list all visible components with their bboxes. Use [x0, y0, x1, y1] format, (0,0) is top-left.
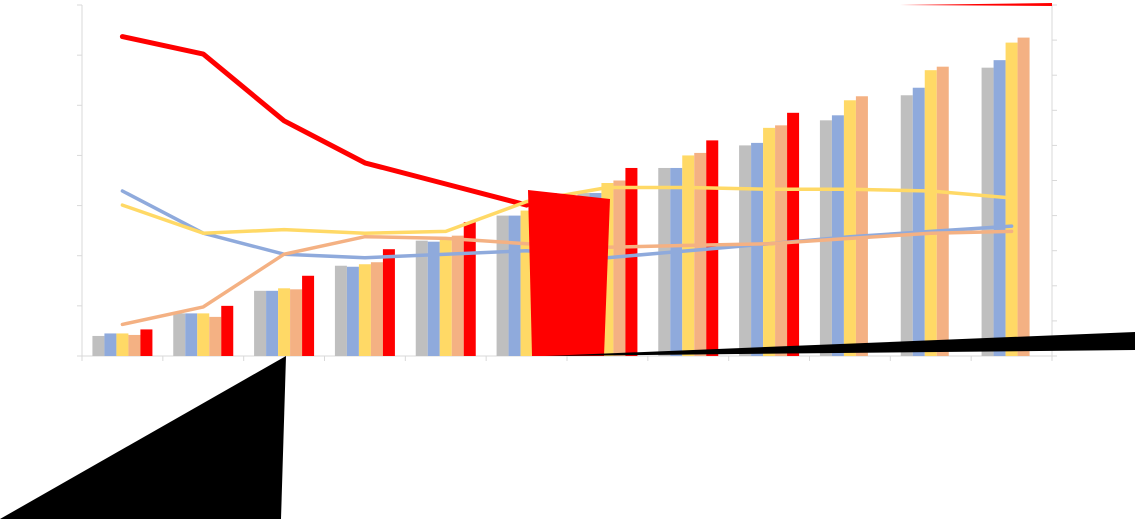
bar-mark	[370, 262, 383, 356]
red-hairline-top	[900, 3, 1052, 6]
bar-mark	[197, 313, 210, 356]
bar-mark	[775, 125, 788, 356]
bar-mark	[185, 313, 198, 356]
bar-mark	[254, 290, 267, 356]
series-line	[119, 34, 530, 208]
bar-mark	[682, 155, 695, 356]
bar-mark	[382, 249, 395, 356]
bar-mark	[221, 305, 234, 356]
bar-mark	[900, 95, 913, 356]
bar-mark	[670, 167, 683, 356]
black-wedge-right	[545, 332, 1135, 356]
bar-mark	[358, 264, 371, 356]
bar-mark	[173, 313, 186, 356]
bar-mark	[439, 238, 452, 356]
bar-mark	[508, 215, 521, 356]
overlay-shapes	[0, 3, 1135, 519]
bar-mark	[290, 289, 303, 356]
red-block-shape	[528, 190, 610, 356]
bar-mark	[924, 70, 937, 356]
bar-mark	[855, 96, 868, 356]
bar-mark	[116, 333, 129, 356]
bar-mark	[912, 87, 925, 356]
bar-mark	[266, 290, 279, 356]
bar-mark	[278, 288, 291, 356]
bar-mark	[128, 334, 141, 356]
bar-mark	[496, 215, 509, 356]
bar-mark	[658, 167, 671, 356]
bar-mark	[1017, 37, 1030, 356]
bar-mark	[463, 222, 476, 356]
bar-mark	[831, 115, 844, 356]
bar-mark	[787, 112, 800, 356]
bar-mark	[751, 142, 764, 356]
bar-mark	[993, 60, 1006, 357]
bar-mark	[739, 145, 752, 356]
bar-mark	[936, 66, 949, 356]
bar-mark	[302, 275, 315, 356]
bar-mark	[625, 167, 638, 356]
bar-mark	[104, 333, 117, 356]
bar-mark	[140, 329, 153, 356]
black-wedge-left	[0, 356, 286, 519]
bar-mark	[334, 265, 347, 356]
bar-mark	[981, 67, 994, 356]
bar-mark	[427, 241, 440, 356]
bar-mark	[92, 335, 105, 356]
bar-mark	[415, 240, 428, 356]
bar-mark	[843, 100, 856, 357]
bar-mark	[451, 235, 464, 356]
bar-mark	[209, 316, 222, 356]
bar-mark	[763, 127, 776, 356]
bar-mark	[346, 266, 359, 356]
bar-mark	[613, 180, 626, 356]
bar-mark	[694, 152, 707, 356]
